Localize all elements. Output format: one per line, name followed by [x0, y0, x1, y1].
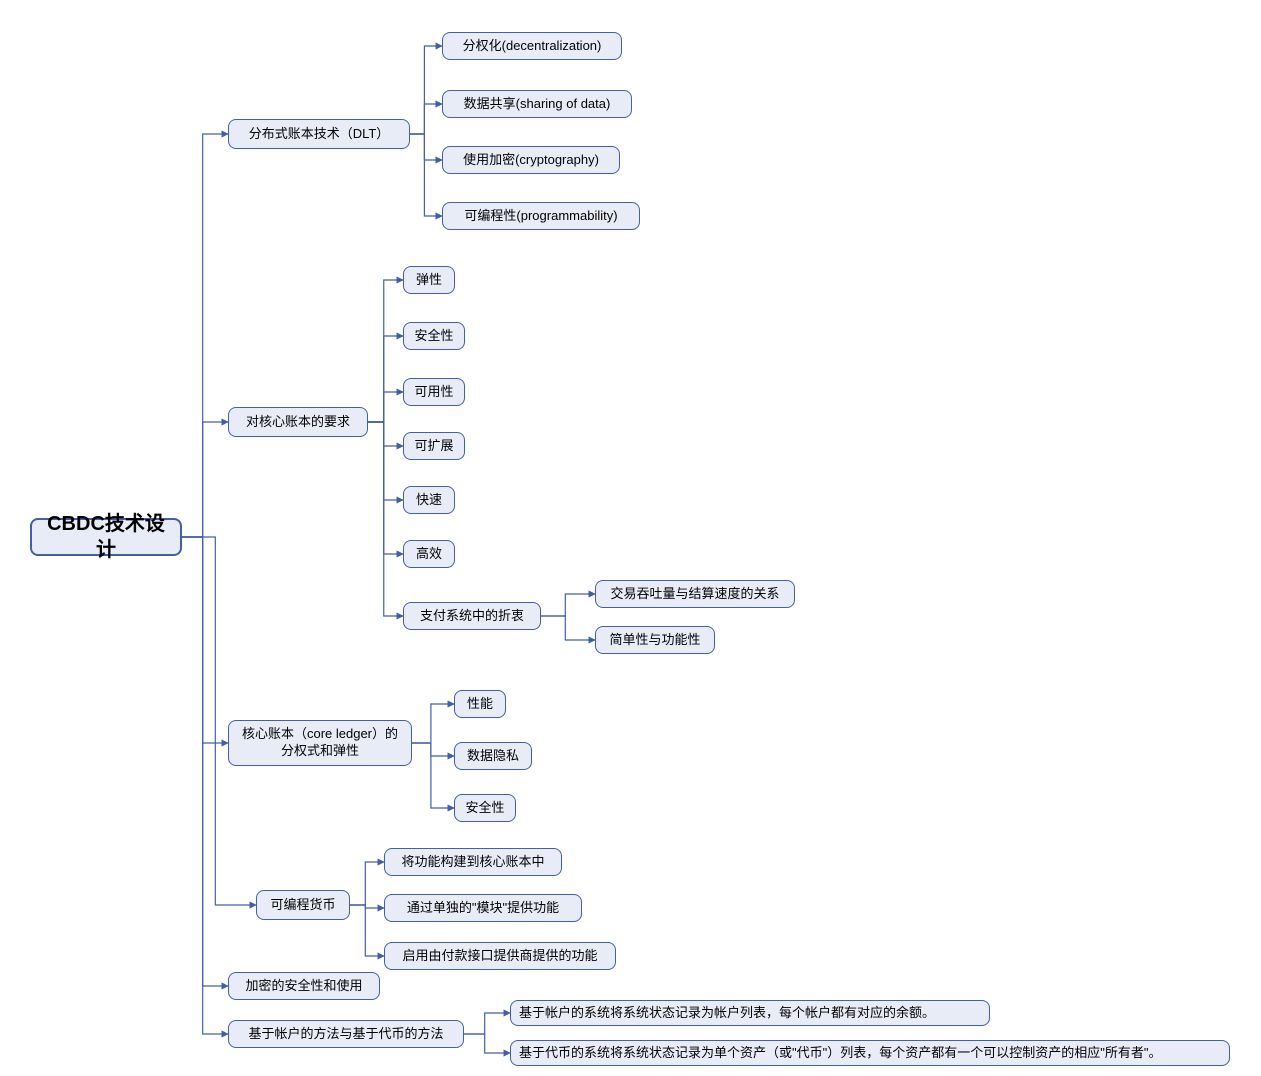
mindmap-node[interactable]: 交易吞吐量与结算速度的关系	[595, 580, 795, 608]
mindmap-node[interactable]: 基于帐户的方法与基于代币的方法	[228, 1020, 464, 1048]
edge	[412, 743, 454, 808]
edge	[182, 537, 228, 986]
edge	[182, 422, 228, 537]
mindmap-node[interactable]: 加密的安全性和使用	[228, 972, 380, 1000]
mindmap-node[interactable]: 可编程性(programmability)	[442, 202, 640, 230]
mindmap-node[interactable]: 通过单独的"模块"提供功能	[384, 894, 582, 922]
edge	[368, 280, 403, 422]
edge	[368, 336, 403, 422]
mindmap-node[interactable]: 安全性	[454, 794, 516, 822]
edge	[368, 422, 403, 446]
edge	[464, 1013, 510, 1034]
mindmap-node[interactable]: CBDC技术设计	[30, 518, 182, 556]
mindmap-node[interactable]: 数据共享(sharing of data)	[442, 90, 632, 118]
mindmap-node[interactable]: 分布式账本技术（DLT）	[228, 119, 410, 149]
mindmap-node[interactable]: 可用性	[403, 378, 465, 406]
mindmap-node[interactable]: 核心账本（core ledger）的分权式和弹性	[228, 720, 412, 766]
mindmap-node[interactable]: 支付系统中的折衷	[403, 602, 541, 630]
edges-layer	[0, 0, 1261, 1076]
edge	[350, 905, 384, 908]
mindmap-node[interactable]: 对核心账本的要求	[228, 407, 368, 437]
mindmap-node[interactable]: 高效	[403, 540, 455, 568]
mindmap-node[interactable]: 简单性与功能性	[595, 626, 715, 654]
mindmap-node[interactable]: 性能	[454, 690, 506, 718]
edge	[182, 134, 228, 537]
mindmap-node[interactable]: 可扩展	[403, 432, 465, 460]
edge	[182, 537, 228, 1034]
edge	[412, 704, 454, 743]
mindmap-node[interactable]: 基于帐户的系统将系统状态记录为帐户列表，每个帐户都有对应的余额。	[510, 1000, 990, 1026]
edge	[541, 594, 595, 616]
edge	[412, 743, 454, 756]
mindmap-node[interactable]: 快速	[403, 486, 455, 514]
mindmap-node[interactable]: 使用加密(cryptography)	[442, 146, 620, 174]
edge	[410, 104, 442, 134]
edge	[410, 134, 442, 216]
edge	[368, 422, 403, 616]
mindmap-node[interactable]: 安全性	[403, 322, 465, 350]
mindmap-canvas: CBDC技术设计 分布式账本技术（DLT） 分权化(decentralization…	[0, 0, 1261, 1076]
edge	[410, 134, 442, 160]
mindmap-node[interactable]: 数据隐私	[454, 742, 532, 770]
edge	[410, 46, 442, 134]
mindmap-node[interactable]: 分权化(decentralization)	[442, 32, 622, 60]
mindmap-node[interactable]: 将功能构建到核心账本中	[384, 848, 562, 876]
edge	[368, 422, 403, 500]
edge	[464, 1034, 510, 1053]
edge	[350, 905, 384, 956]
edge	[182, 537, 228, 743]
edge	[368, 392, 403, 422]
edge	[350, 862, 384, 905]
edge	[541, 616, 595, 640]
mindmap-node[interactable]: 基于代币的系统将系统状态记录为单个资产（或"代币"）列表，每个资产都有一个可以控…	[510, 1040, 1230, 1066]
mindmap-node[interactable]: 弹性	[403, 266, 455, 294]
edge	[368, 422, 403, 554]
mindmap-node[interactable]: 可编程货币	[256, 890, 350, 920]
mindmap-node[interactable]: 启用由付款接口提供商提供的功能	[384, 942, 616, 970]
